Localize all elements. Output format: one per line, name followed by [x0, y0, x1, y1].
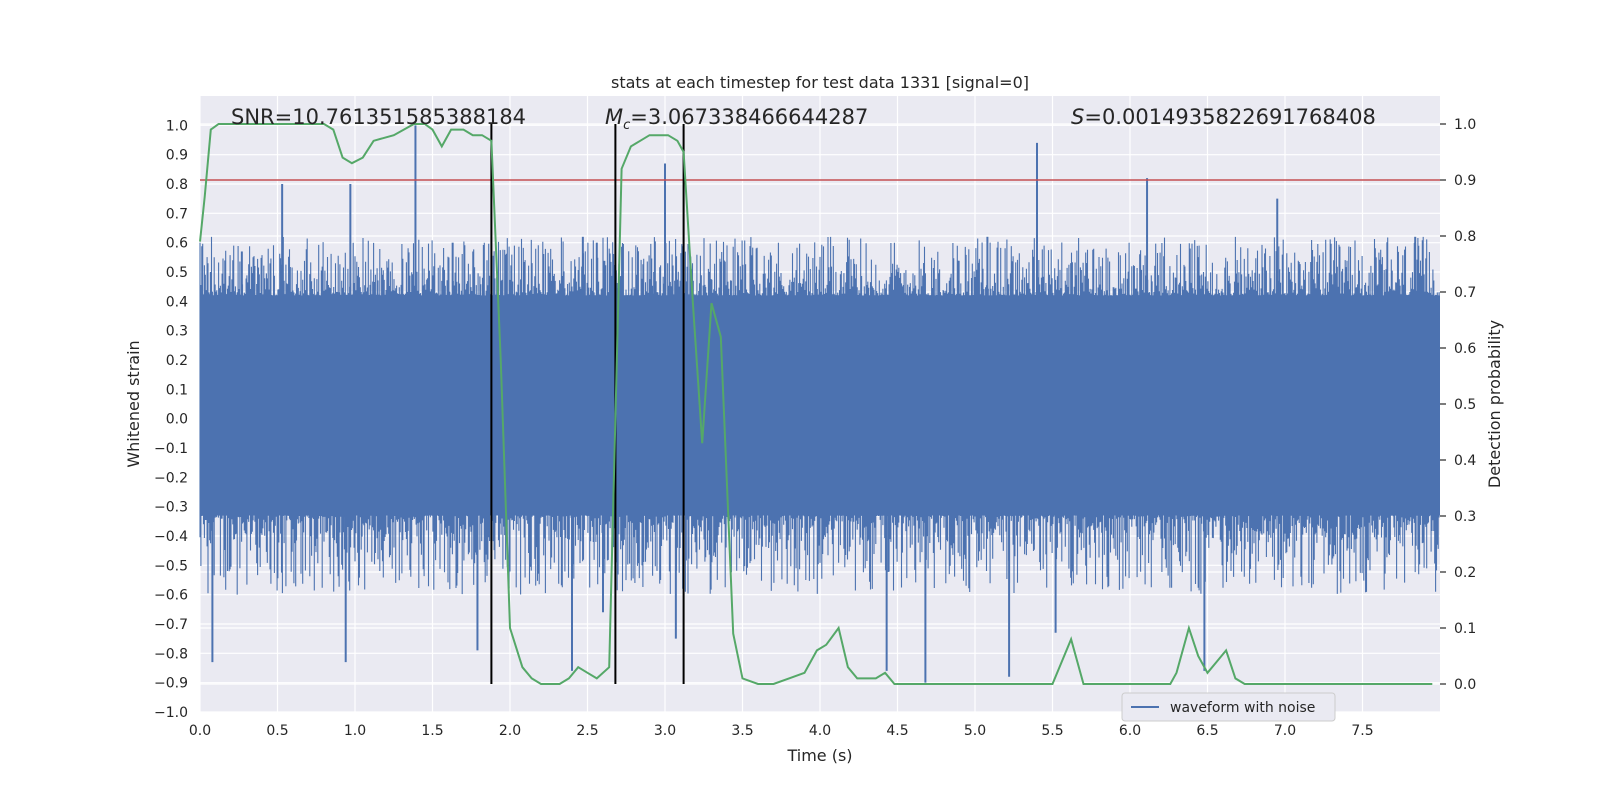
right-y-tick-label: 0.5	[1454, 397, 1476, 413]
right-y-tick-label: 0.0	[1454, 677, 1476, 693]
left-y-tick-label: 0.9	[166, 148, 188, 164]
x-tick-label: 1.0	[344, 723, 366, 739]
left-y-tick-label: 0.2	[166, 353, 188, 369]
probability-series	[199, 123, 1433, 685]
waveform-series	[199, 125, 1440, 683]
left-y-tick-label: −0.6	[154, 588, 188, 604]
chirp-mass-subscript: c	[623, 118, 630, 133]
s-annotation: S=0.0014935822691768408	[1071, 105, 1376, 129]
right-y-tick-label: 0.9	[1454, 173, 1476, 189]
s-symbol: S	[1071, 105, 1084, 129]
right-y-tick-label: 0.7	[1454, 285, 1476, 301]
left-y-tick-label: −0.5	[154, 558, 188, 574]
legend-label-waveform: waveform with noise	[1170, 700, 1315, 716]
left-y-axis-label: Whitened strain	[124, 340, 143, 467]
x-tick-label: 0.0	[189, 723, 211, 739]
chirp-mass-symbol: M	[605, 105, 623, 129]
left-y-tick-label: −0.1	[154, 441, 188, 457]
x-axis-ticks: 0.0 0.5 1.0 1.5 2.0 2.5 3.0 3.5 4.0 4.5 5.0 5.5 6.0 6…	[189, 723, 1374, 739]
x-tick-label: 2.0	[499, 723, 521, 739]
x-tick-label: 3.5	[731, 723, 753, 739]
snr-annotation: SNR=10.761351585388184	[231, 105, 526, 129]
chirp-mass-annotation: Mc=3.067338466644287	[605, 105, 868, 133]
right-y-tick-label: 0.2	[1454, 565, 1476, 581]
left-y-tick-label: 0.5	[166, 265, 188, 281]
left-y-tick-label: 0.4	[166, 294, 188, 310]
left-y-tick-label: 1.0	[166, 118, 188, 134]
chirp-mass-value: =3.067338466644287	[630, 105, 868, 129]
x-tick-label: 5.0	[964, 723, 986, 739]
right-y-axis-label: Detection probability	[1485, 320, 1504, 488]
x-tick-label: 5.5	[1041, 723, 1063, 739]
left-y-tick-label: 0.8	[166, 177, 188, 193]
left-y-tick-label: −0.4	[154, 529, 188, 545]
left-y-tick-label: −0.2	[154, 470, 188, 486]
right-y-tick-label: 0.1	[1454, 621, 1476, 637]
left-y-axis-ticks: −1.0 −0.9 −0.8 −0.7 −0.6 −0.5 −0.4 −0.3 −0.2 −0.1…	[154, 118, 188, 721]
left-y-tick-label: 0.0	[166, 412, 188, 428]
x-tick-label: 1.5	[421, 723, 443, 739]
x-tick-label: 7.5	[1351, 723, 1373, 739]
right-y-tick-label: 0.4	[1454, 453, 1476, 469]
x-tick-label: 2.5	[576, 723, 598, 739]
right-y-tick-label: 0.8	[1454, 229, 1476, 245]
left-y-tick-label: 0.6	[166, 236, 188, 252]
right-y-tick-label: 1.0	[1454, 117, 1476, 133]
x-tick-label: 6.5	[1196, 723, 1218, 739]
x-axis-label: Time (s)	[786, 746, 852, 765]
left-y-tick-label: −0.9	[154, 676, 188, 692]
s-value: =0.0014935822691768408	[1084, 105, 1376, 129]
x-tick-label: 4.5	[886, 723, 908, 739]
chart-title: stats at each timestep for test data 133…	[611, 73, 1029, 92]
x-tick-label: 4.0	[809, 723, 831, 739]
left-y-tick-label: −0.8	[154, 646, 188, 662]
right-y-tick-label: 0.6	[1454, 341, 1476, 357]
right-y-tick-label: 0.3	[1454, 509, 1476, 525]
x-tick-label: 6.0	[1119, 723, 1141, 739]
left-y-tick-label: 0.7	[166, 206, 188, 222]
x-tick-label: 7.0	[1274, 723, 1296, 739]
x-tick-label: 3.0	[654, 723, 676, 739]
waveform-core-band	[200, 295, 1440, 516]
left-y-tick-label: 0.3	[166, 324, 188, 340]
right-y-axis-ticks: 0.0 0.1 0.2 0.3 0.4 0.5 0.6 0.7 0.8 0.9 1.0	[1440, 117, 1476, 693]
left-y-tick-label: −1.0	[154, 705, 188, 721]
left-y-tick-label: −0.3	[154, 500, 188, 516]
x-tick-label: 0.5	[266, 723, 288, 739]
left-y-tick-label: 0.1	[166, 382, 188, 398]
legend-box	[1121, 692, 1336, 722]
left-y-tick-label: −0.7	[154, 617, 188, 633]
legend: waveform with noise	[1121, 692, 1336, 722]
